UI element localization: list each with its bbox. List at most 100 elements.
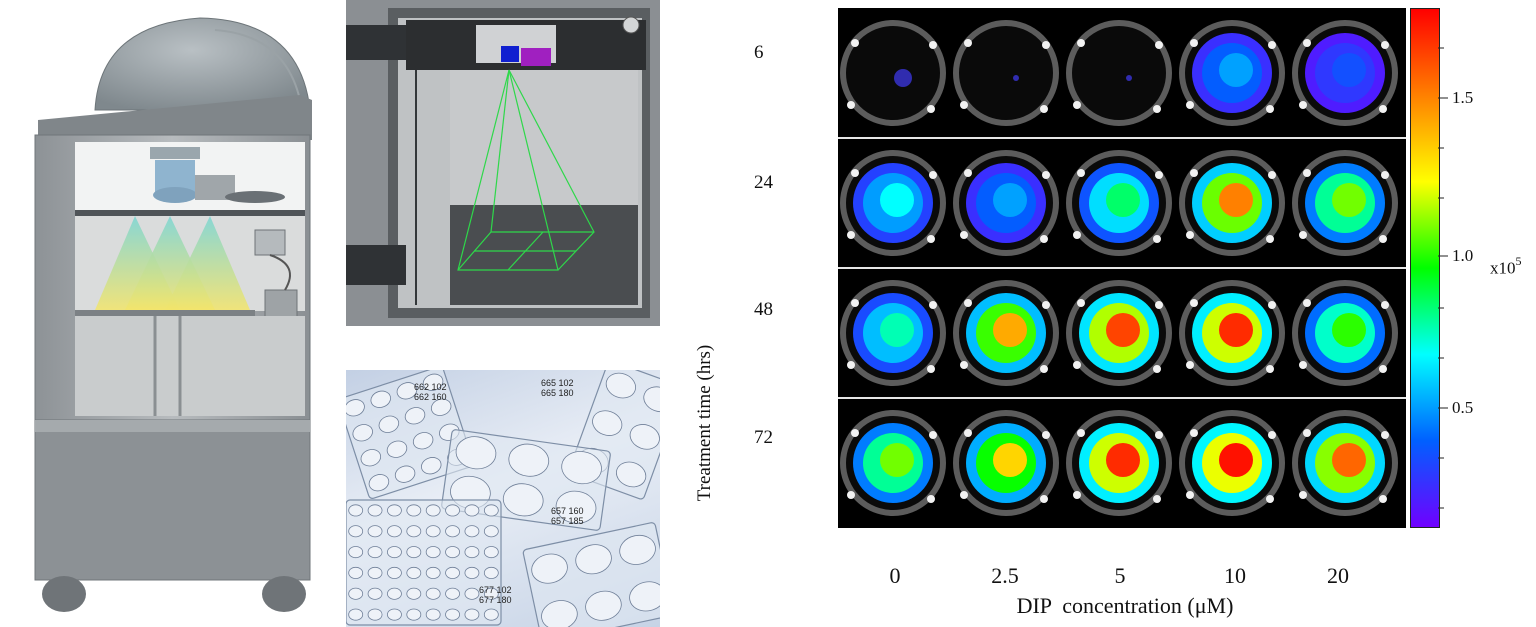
- plate-well: [464, 525, 480, 538]
- plate-well: [585, 590, 622, 621]
- time-label-48: 48: [754, 299, 773, 320]
- well-edge-highlight: [1155, 431, 1163, 439]
- well-edge-highlight: [851, 429, 859, 437]
- well-edge-highlight: [1077, 169, 1085, 177]
- well-24h-10uM: [1179, 150, 1285, 256]
- well-edge-highlight: [929, 431, 937, 439]
- well-edge-highlight: [1303, 429, 1311, 437]
- well-signal-core: [1332, 443, 1366, 477]
- well-edge-highlight: [929, 301, 937, 309]
- well-edge-highlight: [1268, 41, 1276, 49]
- well-edge-highlight: [1153, 235, 1161, 243]
- plate-well: [445, 608, 460, 621]
- well-edge-highlight: [1042, 431, 1050, 439]
- plate-well: [386, 440, 408, 458]
- plate-well: [464, 504, 480, 517]
- plate-well: [483, 587, 499, 600]
- plate-6-well-bottom: [522, 522, 660, 627]
- well-edge-highlight: [1040, 105, 1048, 113]
- time-axis-label: Treatment time (hrs): [694, 344, 715, 502]
- well-24h-20uM: [1292, 150, 1398, 256]
- well-edge-highlight: [1153, 495, 1161, 503]
- well-edge-highlight: [927, 495, 935, 503]
- plate-well: [406, 504, 422, 517]
- colorbar-tick-1-5: 1.5: [1452, 88, 1474, 107]
- instrument-illustration: [0, 0, 330, 627]
- well-edge-highlight: [1073, 101, 1081, 109]
- plate-well: [387, 566, 402, 579]
- row-divider: [838, 267, 1406, 269]
- imaging-chamber-render: [346, 0, 660, 326]
- well-edge-highlight: [964, 429, 972, 437]
- well-48h-5uM: [1066, 280, 1172, 386]
- colorbar: [1410, 8, 1440, 528]
- well-edge-highlight: [851, 299, 859, 307]
- well-signal-core: [1219, 53, 1253, 87]
- well-edge-highlight: [1379, 495, 1387, 503]
- well-signal-core: [1106, 313, 1140, 347]
- well-edge-highlight: [1381, 431, 1389, 439]
- well-edge-highlight: [1042, 41, 1050, 49]
- well-ring: [840, 20, 946, 126]
- well-edge-highlight: [927, 105, 935, 113]
- well-6h-2.5uM: [953, 20, 1059, 126]
- plate-well: [555, 490, 597, 524]
- well-edge-highlight: [1186, 361, 1194, 369]
- well-edge-highlight: [1299, 361, 1307, 369]
- plate-well: [378, 415, 400, 433]
- plate-well: [406, 566, 422, 579]
- plate-well: [406, 587, 422, 600]
- well-edge-highlight: [1186, 491, 1194, 499]
- plate-well: [619, 534, 656, 565]
- plate-well: [561, 451, 602, 485]
- well-edge-highlight: [1303, 299, 1311, 307]
- plate-well: [360, 449, 382, 467]
- plate-well: [483, 608, 499, 621]
- well-6h-0uM: [840, 20, 946, 126]
- plate-well: [425, 546, 441, 559]
- plate-well: [348, 608, 364, 621]
- well-edge-highlight: [1040, 365, 1048, 373]
- plate-well: [445, 587, 460, 600]
- well-edge-highlight: [1077, 39, 1085, 47]
- plate-well: [464, 608, 480, 621]
- well-edge-highlight: [847, 361, 855, 369]
- well-signal-spot: [1126, 75, 1132, 81]
- plate-48-well: [346, 499, 502, 626]
- well-edge-highlight: [1155, 171, 1163, 179]
- well-edge-highlight: [1381, 301, 1389, 309]
- well-signal-core: [1332, 313, 1366, 347]
- well-edge-highlight: [1299, 231, 1307, 239]
- plate-well: [629, 424, 660, 450]
- well-edge-highlight: [1379, 105, 1387, 113]
- plate-well: [502, 483, 544, 517]
- plate-well: [445, 546, 460, 559]
- well-edge-highlight: [1299, 491, 1307, 499]
- colorbar-exponent: x105: [1490, 254, 1522, 278]
- plate-well: [421, 457, 442, 475]
- plate-well: [367, 566, 383, 579]
- plate-well: [592, 410, 623, 436]
- well-edge-highlight: [929, 171, 937, 179]
- well-edge-highlight: [1190, 299, 1198, 307]
- well-signal-core: [1219, 183, 1253, 217]
- concentration-axis-label: DIP concentration (μM): [1016, 593, 1234, 618]
- well-edge-highlight: [1381, 41, 1389, 49]
- plate-well: [483, 504, 499, 517]
- plate-well: [575, 544, 612, 575]
- plate-well: [394, 465, 416, 483]
- plate-well: [348, 587, 364, 600]
- well-72h-20uM: [1292, 410, 1398, 516]
- well-signal-core: [1332, 53, 1366, 87]
- plate-well: [387, 525, 402, 538]
- plate-well: [605, 372, 636, 399]
- plate-well: [367, 525, 383, 538]
- plate-well: [464, 566, 480, 579]
- well-signal-core: [1219, 443, 1253, 477]
- plate-well: [346, 399, 365, 417]
- conc-label-5: 5: [1114, 563, 1126, 588]
- well-image-grid: [838, 8, 1406, 528]
- plate-well: [387, 587, 402, 600]
- plate-well: [425, 525, 441, 538]
- well-edge-highlight: [1266, 105, 1274, 113]
